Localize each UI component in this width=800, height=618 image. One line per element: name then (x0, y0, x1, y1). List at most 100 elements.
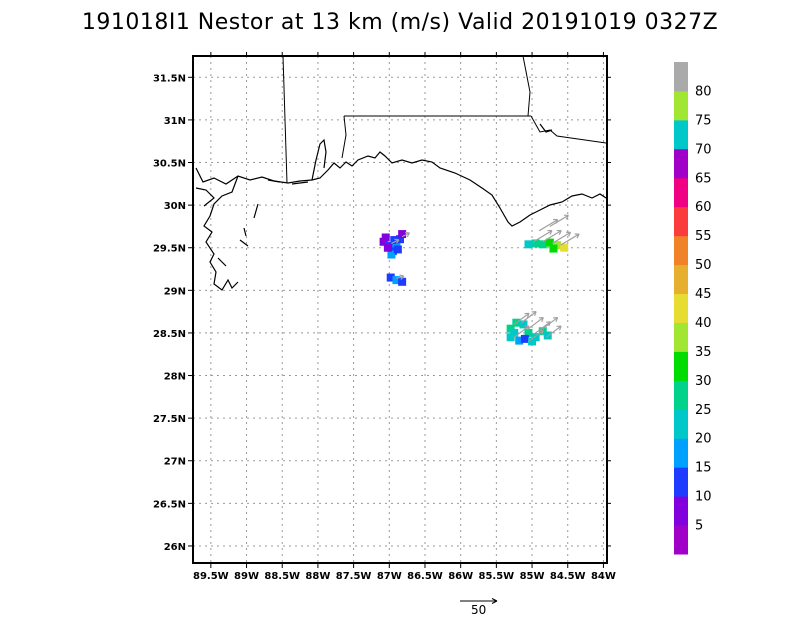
data-point (545, 238, 554, 247)
y-tick-label: 30N (164, 201, 186, 212)
state-border-al-fl-west (341, 115, 347, 159)
data-point (528, 337, 537, 346)
delta-islands (217, 227, 249, 267)
data-point (515, 336, 524, 345)
x-tick-label: 85W (520, 571, 545, 582)
data-point (510, 328, 519, 337)
data-point (396, 235, 404, 244)
x-tick-label: 89.5W (193, 571, 229, 582)
colorbar-label: 50 (695, 258, 712, 273)
wind-vector (551, 231, 571, 244)
colorbar-label: 55 (695, 229, 712, 244)
data-point (398, 277, 407, 286)
data-point (519, 320, 528, 329)
colorbar-segment (674, 235, 688, 266)
colorbar-segment (674, 409, 688, 439)
colorbar-segment (674, 380, 688, 410)
x-tick-label: 85.5W (479, 571, 515, 582)
colorbar-segment (674, 90, 688, 121)
wind-vector (545, 325, 562, 338)
wind-vector (528, 317, 544, 330)
wind-vector (396, 275, 405, 279)
colorbar-segment (674, 467, 688, 497)
wind-vector (513, 312, 530, 325)
wind-vector (401, 232, 410, 238)
colorbar-label: 15 (695, 461, 712, 476)
coast-inner-bay (203, 175, 239, 291)
data-point (520, 334, 529, 343)
wind-vector-head (553, 316, 559, 322)
data-point (387, 250, 396, 259)
mobile-bay (311, 138, 327, 181)
wind-vector-head (563, 214, 569, 220)
wind-vector-head (394, 238, 400, 244)
reference-arrow-head (491, 598, 498, 604)
barrier-island-1 (253, 203, 259, 219)
colorbar-segment (674, 206, 688, 237)
wind-vector-head (566, 231, 572, 237)
colorbar-label: 20 (695, 432, 712, 447)
wind-vector-head (524, 312, 530, 318)
colorbar-label: 10 (695, 490, 712, 505)
data-point (390, 236, 399, 245)
colorbar-segment (674, 119, 688, 150)
colorbar-segment (674, 148, 688, 179)
x-tick-label: 88.5W (264, 571, 300, 582)
reference-vector-label: 50 (471, 603, 486, 617)
data-point (531, 333, 540, 342)
state-border-fl-ga (530, 115, 607, 144)
x-tick-label: 84W (591, 571, 616, 582)
colorbar-segment (674, 177, 688, 208)
wind-vector-head (538, 316, 544, 322)
data-point (398, 230, 407, 239)
barrier-island-3 (291, 181, 309, 185)
colorbar-label: 40 (695, 316, 712, 331)
state-border-ga (522, 55, 531, 117)
colorbar-segment (674, 496, 688, 526)
wind-vector-head (574, 233, 580, 239)
colorbar-label: 30 (695, 374, 712, 389)
wind-vectors (391, 214, 580, 342)
colorbar-label: 5 (695, 519, 703, 534)
wind-vector-head (399, 274, 405, 280)
colorbar: 5 10 15 20 25 30 35 40 45 50 55 60 65 70 75 80 (674, 62, 712, 555)
x-tick-label: 89W (234, 571, 259, 582)
barrier-island-2 (267, 179, 281, 183)
reference-vector: 50 (460, 598, 498, 617)
colorbar-label: 80 (695, 84, 712, 99)
data-point (538, 240, 547, 249)
colorbar-segment (674, 438, 688, 468)
x-tick-label: 84.5W (550, 571, 586, 582)
wind-vector (560, 233, 580, 246)
coastline-layer (195, 55, 607, 291)
plot-frame (192, 55, 608, 564)
colorbar-label: 75 (695, 113, 712, 128)
colorbar-label: 65 (695, 171, 712, 186)
wind-speed-points (379, 230, 569, 346)
y-tick-label: 28N (164, 372, 186, 383)
y-tick-label: 29N (164, 286, 186, 297)
colorbar-label: 45 (695, 287, 712, 302)
wind-vector-head (556, 325, 562, 331)
data-point (531, 239, 540, 248)
colorbar-label: 70 (695, 142, 712, 157)
colorbar-segment (674, 322, 688, 352)
gulf-coastline (195, 151, 607, 227)
colorbar-label: 35 (695, 345, 712, 360)
data-point (383, 243, 392, 252)
data-point (381, 233, 390, 242)
wind-vector (549, 214, 569, 227)
y-tick-label: 27.5N (153, 414, 186, 425)
x-tick-label: 86W (448, 571, 473, 582)
x-tick-label: 87.5W (336, 571, 372, 582)
data-point (506, 324, 515, 333)
wind-vector (513, 325, 530, 338)
x-tick-label: 86.5W (407, 571, 443, 582)
wind-vector-head (538, 329, 544, 335)
x-tick-label: 88W (305, 571, 330, 582)
wind-vector-head (547, 229, 553, 235)
y-tick-label: 27N (164, 457, 186, 468)
wind-vector (528, 329, 544, 342)
colorbar-segment (674, 264, 688, 295)
x-tick-label: 87W (377, 571, 402, 582)
